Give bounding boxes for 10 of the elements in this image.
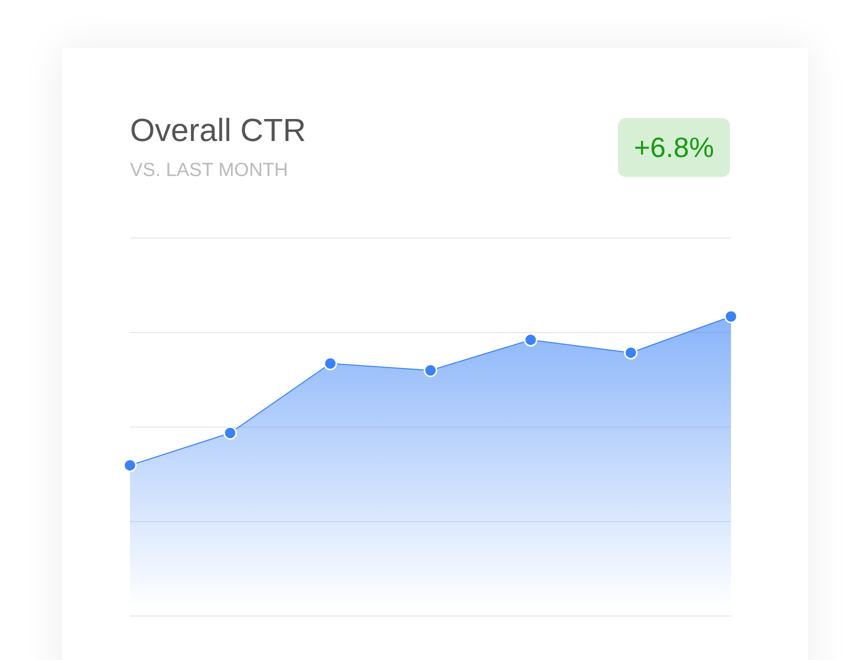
point xyxy=(424,364,438,378)
chart-subtitle: VS. LAST MONTH xyxy=(130,160,288,182)
text: +6.8% xyxy=(618,118,730,177)
point xyxy=(223,426,237,440)
point xyxy=(524,333,538,347)
point xyxy=(123,458,137,472)
point xyxy=(724,310,738,324)
chart-title: Overall CTR xyxy=(130,112,306,149)
point xyxy=(324,356,338,370)
point xyxy=(624,346,638,360)
